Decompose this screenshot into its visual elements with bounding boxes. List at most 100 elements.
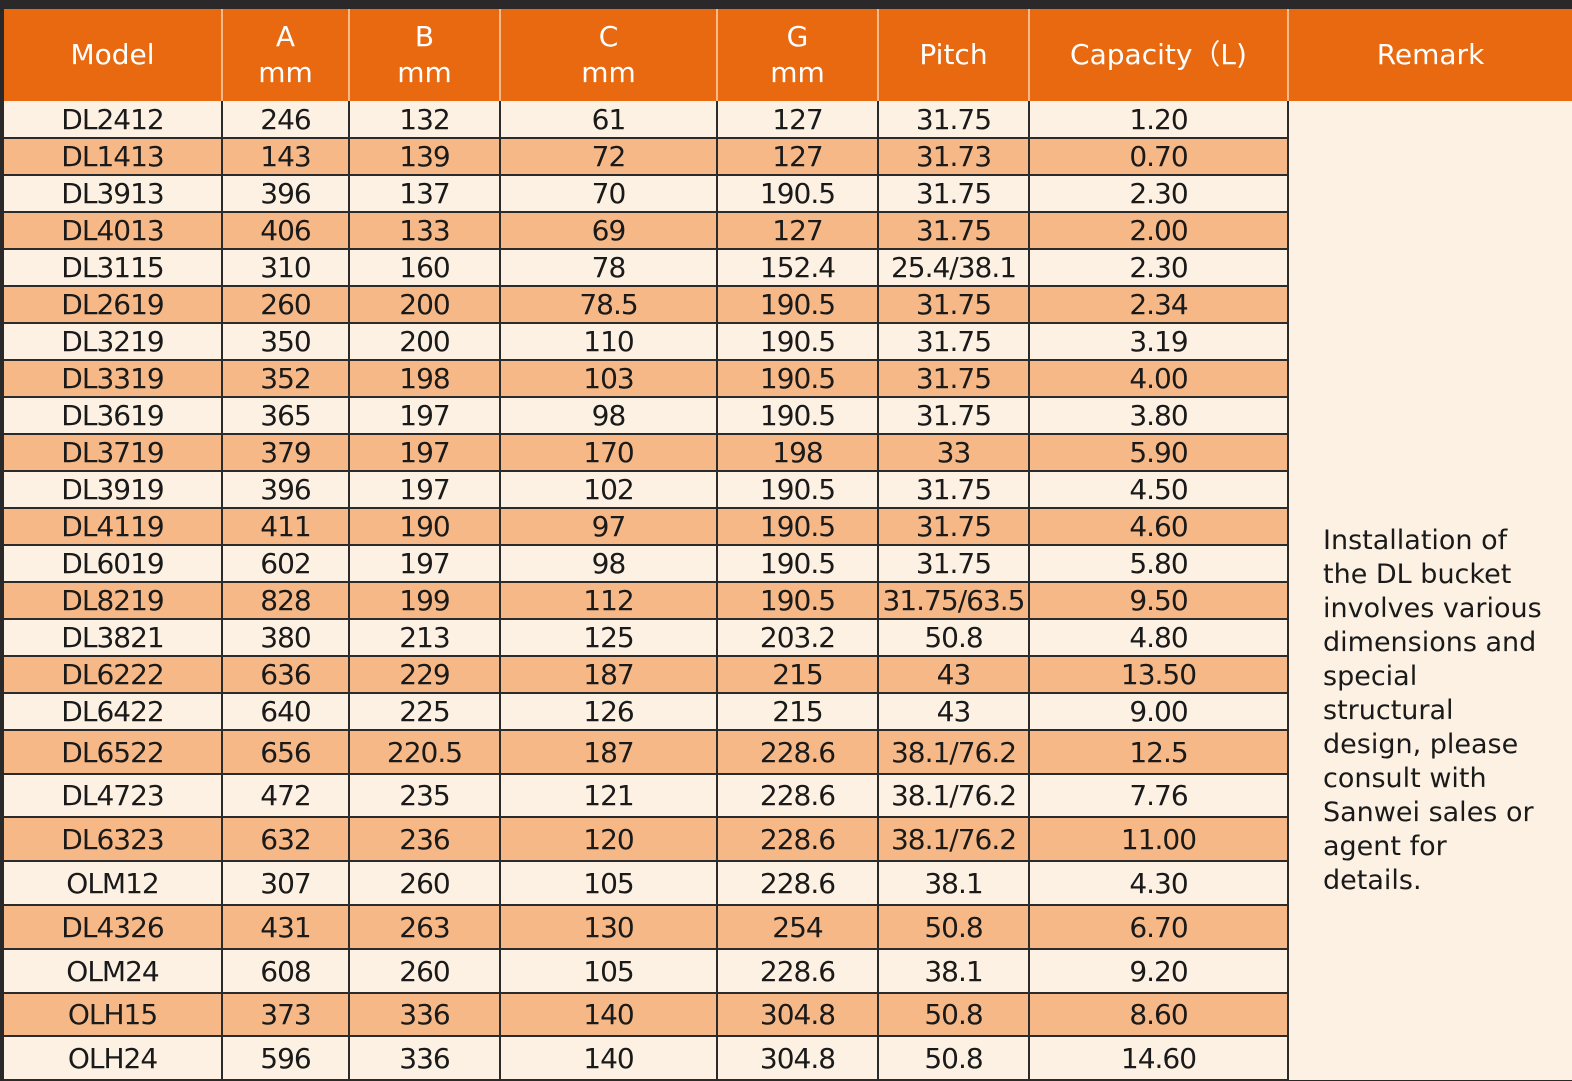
table-row: DL2619 260 200 78.5 190.5 31.75 2.34: [4, 286, 1572, 324]
cell-model: DL3219: [4, 323, 223, 361]
cell-c: 112: [500, 582, 718, 620]
header-unit: mm: [258, 56, 313, 89]
cell-a: 656: [222, 730, 350, 775]
cell-c: 97: [500, 508, 718, 546]
table-row: OLH24 596 336 140 304.8 50.8 14.60: [4, 1036, 1572, 1081]
cell-model: DL6222: [4, 656, 223, 694]
cell-model: DL4723: [4, 774, 223, 818]
cell-g: 190.5: [717, 397, 879, 435]
cell-b: 198: [349, 360, 501, 398]
cell-pitch: 31.75: [878, 545, 1030, 583]
cell-b: 220.5: [349, 730, 501, 775]
cell-pitch: 31.75: [878, 101, 1030, 139]
cell-a: 352: [222, 360, 350, 398]
table-row: DL4013 406 133 69 127 31.75 2.00: [4, 212, 1572, 250]
cell-c: 78: [500, 249, 718, 287]
header-label: Capacity（L): [1070, 38, 1247, 71]
table-body: DL2412 246 132 61 127 31.75 1.20 Installation o…: [4, 101, 1572, 1081]
cell-a: 396: [222, 175, 350, 213]
cell-b: 236: [349, 817, 501, 862]
cell-model: DL3821: [4, 619, 223, 657]
cell-capacity: 11.00: [1029, 817, 1289, 862]
cell-b: 213: [349, 619, 501, 657]
cell-pitch: 38.1: [878, 949, 1030, 994]
cell-b: 197: [349, 471, 501, 509]
cell-g: 190.5: [717, 508, 879, 546]
cell-b: 235: [349, 774, 501, 818]
cell-b: 336: [349, 993, 501, 1037]
cell-c: 187: [500, 730, 718, 775]
cell-b: 197: [349, 545, 501, 583]
header-label: Pitch: [919, 38, 988, 71]
cell-pitch: 43: [878, 693, 1030, 731]
cell-model: DL3719: [4, 434, 223, 472]
cell-g: 190.5: [717, 323, 879, 361]
cell-model: DL6422: [4, 693, 223, 731]
cell-b: 260: [349, 861, 501, 906]
cell-pitch: 38.1/76.2: [878, 774, 1030, 818]
cell-g: 127: [717, 101, 879, 139]
table-row: OLM24 608 260 105 228.6 38.1 9.20: [4, 949, 1572, 994]
cell-c: 170: [500, 434, 718, 472]
cell-a: 596: [222, 1036, 350, 1081]
cell-g: 228.6: [717, 817, 879, 862]
cell-a: 472: [222, 774, 350, 818]
cell-b: 225: [349, 693, 501, 731]
table-row: DL6422 640 225 126 215 43 9.00: [4, 693, 1572, 731]
cell-b: 197: [349, 434, 501, 472]
cell-capacity: 3.80: [1029, 397, 1289, 435]
table-row: DL4326 431 263 130 254 50.8 6.70: [4, 905, 1572, 950]
cell-pitch: 33: [878, 434, 1030, 472]
cell-c: 103: [500, 360, 718, 398]
cell-pitch: 38.1/76.2: [878, 817, 1030, 862]
table-row: DL3219 350 200 110 190.5 31.75 3.19: [4, 323, 1572, 361]
cell-c: 126: [500, 693, 718, 731]
cell-g: 152.4: [717, 249, 879, 287]
header-remark: Remark: [1288, 9, 1572, 101]
header-unit: mm: [770, 56, 825, 89]
cell-model: DL1413: [4, 138, 223, 176]
cell-b: 260: [349, 949, 501, 994]
cell-a: 246: [222, 101, 350, 139]
cell-c: 130: [500, 905, 718, 950]
table-row: DL3919 396 197 102 190.5 31.75 4.50: [4, 471, 1572, 509]
cell-model: DL4013: [4, 212, 223, 250]
header-capacity: Capacity（L): [1029, 9, 1289, 101]
cell-g: 254: [717, 905, 879, 950]
cell-c: 121: [500, 774, 718, 818]
cell-capacity: 2.30: [1029, 175, 1289, 213]
cell-a: 632: [222, 817, 350, 862]
cell-pitch: 31.75: [878, 508, 1030, 546]
cell-pitch: 31.75: [878, 212, 1030, 250]
cell-pitch: 31.73: [878, 138, 1030, 176]
cell-model: OLH24: [4, 1036, 223, 1081]
cell-a: 373: [222, 993, 350, 1037]
cell-a: 350: [222, 323, 350, 361]
table-row: DL4723 472 235 121 228.6 38.1/76.2 7.76: [4, 774, 1572, 818]
cell-model: DL6019: [4, 545, 223, 583]
cell-b: 200: [349, 286, 501, 324]
table-row: DL6222 636 229 187 215 43 13.50: [4, 656, 1572, 694]
cell-pitch: 50.8: [878, 905, 1030, 950]
cell-g: 190.5: [717, 360, 879, 398]
table-row: DL3619 365 197 98 190.5 31.75 3.80: [4, 397, 1572, 435]
cell-g: 190.5: [717, 471, 879, 509]
cell-pitch: 31.75: [878, 175, 1030, 213]
table-row: DL2412 246 132 61 127 31.75 1.20 Installation o…: [4, 101, 1572, 1080]
cell-g: 127: [717, 138, 879, 176]
cell-b: 263: [349, 905, 501, 950]
cell-g: 228.6: [717, 861, 879, 906]
cell-c: 105: [500, 861, 718, 906]
cell-model: DL2412: [4, 101, 223, 139]
cell-capacity: 0.70: [1029, 138, 1289, 176]
cell-model: DL8219: [4, 582, 223, 620]
cell-a: 260: [222, 286, 350, 324]
cell-pitch: 50.8: [878, 993, 1030, 1037]
cell-a: 406: [222, 212, 350, 250]
cell-g: 215: [717, 693, 879, 731]
table-row: DL8219 828 199 112 190.5 31.75/63.5 9.50: [4, 582, 1572, 620]
